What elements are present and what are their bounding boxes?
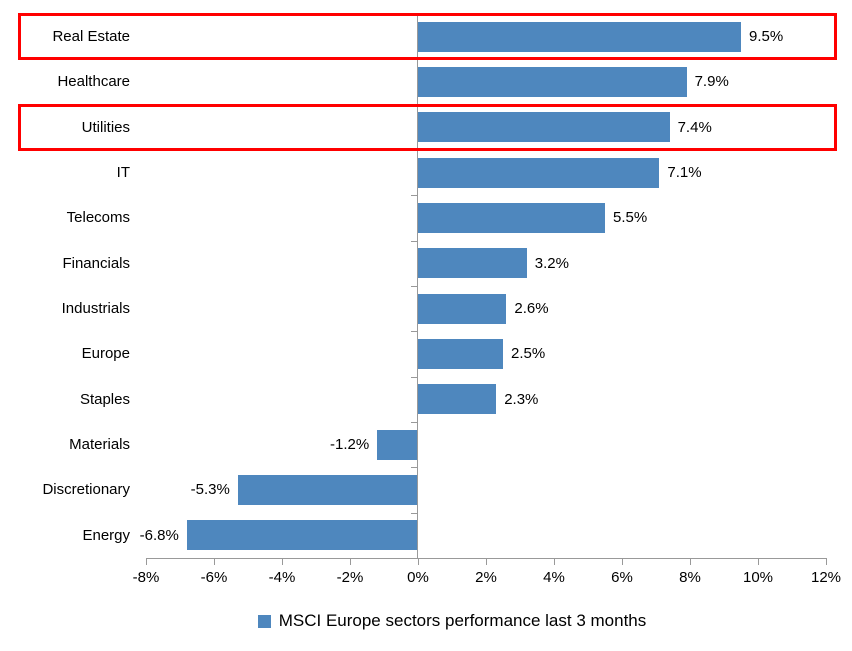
- x-axis-tick-label: -6%: [200, 569, 228, 586]
- bar: [418, 67, 687, 97]
- x-axis-tick-label: 0%: [407, 569, 429, 586]
- x-axis-tick-label: 2%: [475, 569, 497, 586]
- legend-label: MSCI Europe sectors performance last 3 m…: [278, 611, 647, 630]
- bar: [418, 112, 670, 143]
- category-axis-tick: [411, 512, 417, 514]
- value-label: 9.5%: [749, 28, 784, 45]
- category-axis-tick: [411, 467, 417, 469]
- bar: [418, 384, 497, 415]
- category-label: Telecoms: [66, 209, 130, 227]
- bar: [418, 248, 527, 279]
- x-axis-tick-label: -2%: [336, 569, 364, 586]
- category-label: IT: [116, 164, 130, 181]
- x-axis-tick: [690, 558, 691, 565]
- value-label: -6.8%: [139, 526, 179, 544]
- category-label: Discretionary: [42, 481, 130, 499]
- category-label: Materials: [69, 436, 130, 453]
- x-axis-tick-label: 4%: [543, 569, 565, 586]
- legend: MSCI Europe sectors performance last 3 m…: [26, 606, 852, 636]
- legend-marker-icon: [257, 614, 271, 628]
- value-label: 3.2%: [534, 254, 569, 272]
- category-axis-line: [417, 14, 418, 558]
- bar: [186, 520, 418, 551]
- x-axis-tick: [350, 558, 351, 565]
- category-axis-tick: [411, 376, 417, 378]
- category-label: Europe: [81, 345, 130, 363]
- value-label: 7.9%: [694, 73, 729, 91]
- value-label: 5.5%: [613, 209, 648, 227]
- x-axis-tick-label: 10%: [742, 569, 774, 586]
- x-axis-tick: [418, 558, 419, 565]
- x-axis-tick-label: -8%: [132, 569, 160, 586]
- x-axis-tick: [826, 558, 827, 565]
- bar: [418, 157, 660, 188]
- x-axis-tick-label: 8%: [679, 569, 701, 586]
- x-axis-tick-label: 6%: [611, 569, 633, 586]
- x-axis-tick: [758, 558, 759, 565]
- x-axis-tick: [486, 558, 487, 565]
- value-label: 2.6%: [514, 300, 549, 317]
- bar: [418, 293, 507, 324]
- bar: [418, 203, 605, 233]
- category-label: Real Estate: [52, 28, 130, 45]
- x-axis-tick: [146, 558, 147, 565]
- bar: [418, 21, 741, 52]
- bar: [418, 339, 503, 369]
- category-axis-tick: [411, 331, 417, 333]
- category-axis-tick: [411, 422, 417, 423]
- x-axis-tick: [282, 558, 283, 565]
- category-label: Industrials: [61, 300, 130, 317]
- category-label: Staples: [79, 390, 130, 408]
- value-label: -5.3%: [190, 481, 230, 499]
- value-label: 7.1%: [667, 164, 702, 181]
- value-label: 7.4%: [677, 118, 712, 136]
- highlight-box: [18, 103, 837, 151]
- category-axis-tick: [411, 240, 417, 242]
- value-label: 2.5%: [511, 345, 546, 363]
- bar: [237, 475, 418, 505]
- category-axis-tick: [411, 286, 417, 287]
- category-label: Healthcare: [57, 73, 130, 91]
- category-axis-tick: [411, 195, 417, 197]
- x-axis-tick: [214, 558, 215, 565]
- value-label: -1.2%: [330, 436, 370, 453]
- x-axis-tick: [554, 558, 555, 565]
- x-axis-tick-label: -4%: [268, 569, 296, 586]
- x-axis-tick: [622, 558, 623, 565]
- value-label: 2.3%: [504, 390, 539, 408]
- bar: [377, 429, 418, 460]
- category-label: Utilities: [81, 118, 130, 136]
- category-label: Energy: [82, 526, 130, 544]
- category-label: Financials: [62, 254, 130, 272]
- highlight-box: [18, 13, 837, 61]
- x-axis-tick-label: 12%: [810, 569, 842, 586]
